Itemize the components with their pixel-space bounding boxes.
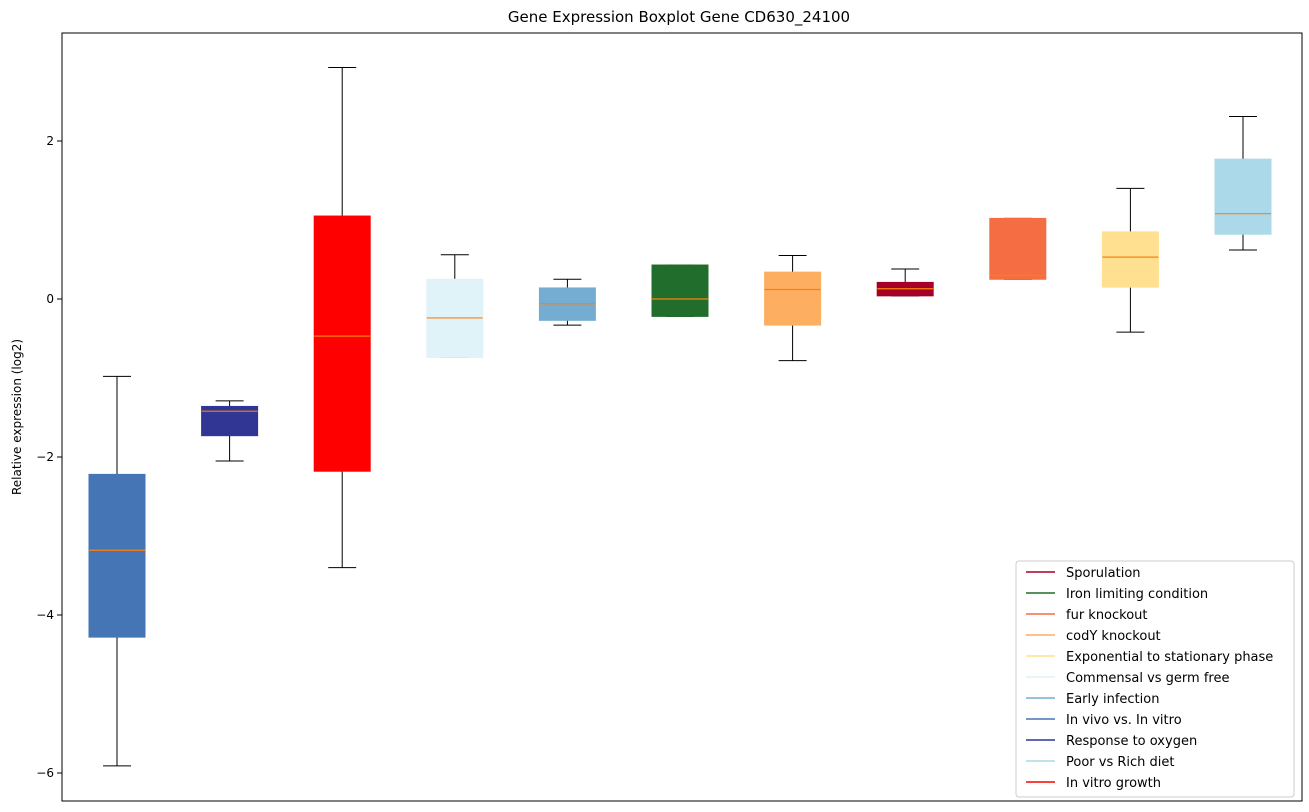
legend-item: codY knockout [1026, 629, 1161, 644]
box-4 [426, 254, 484, 358]
plot-frame [61, 32, 1303, 802]
legend-item: Exponential to stationary phase [1026, 650, 1273, 665]
y-tick-label: −4 [36, 608, 54, 622]
legend-label: Iron limiting condition [1066, 587, 1208, 602]
box-body [88, 473, 146, 638]
box-body [313, 215, 371, 472]
box-9 [989, 217, 1047, 280]
legend-label: In vivo vs. In vitro [1066, 713, 1182, 728]
legend-item: In vivo vs. In vitro [1026, 713, 1182, 728]
legend-item: In vitro growth [1026, 776, 1161, 791]
legend-item: Commensal vs germ free [1026, 671, 1229, 686]
legend-item: fur knockout [1026, 608, 1148, 623]
chart-title: Gene Expression Boxplot Gene CD630_24100 [508, 8, 850, 27]
box-2 [201, 400, 259, 462]
legend-item: Poor vs Rich diet [1026, 755, 1174, 770]
legend-label: Response to oxygen [1066, 734, 1197, 749]
legend: Sporulation Iron limiting condition fur kn… [1015, 560, 1295, 798]
y-axis-ticks: 2 0 −2 −4 −6 [36, 134, 62, 780]
box-5 [538, 278, 596, 326]
legend-items: Sporulation Iron limiting condition fur kn… [1026, 566, 1273, 791]
y-tick-label: −2 [36, 450, 54, 464]
legend-item: Early infection [1026, 692, 1159, 707]
legend-frame [1015, 560, 1295, 798]
legend-label: In vitro growth [1066, 776, 1161, 791]
box-body [651, 264, 709, 317]
legend-label: Early infection [1066, 692, 1159, 707]
legend-label: codY knockout [1066, 629, 1161, 644]
y-tick-label: 0 [46, 292, 54, 306]
legend-item: Response to oxygen [1026, 734, 1197, 749]
y-tick-label: −6 [36, 766, 54, 780]
box-1 [88, 375, 146, 767]
box-body [764, 271, 822, 326]
legend-label: Poor vs Rich diet [1066, 755, 1174, 770]
legend-label: Sporulation [1066, 566, 1141, 581]
y-axis-label: Relative expression (log2) [10, 339, 24, 495]
legend-item: Iron limiting condition [1026, 587, 1208, 602]
box-8 [876, 268, 934, 297]
box-body [1214, 158, 1272, 235]
y-tick-label: 2 [46, 134, 54, 148]
box-7 [764, 255, 822, 362]
box-10 [1101, 187, 1159, 333]
box-body [989, 217, 1047, 280]
legend-label: fur knockout [1066, 608, 1148, 623]
boxes-group [88, 67, 1272, 767]
legend-label: Commensal vs germ free [1066, 671, 1229, 686]
box-6 [651, 264, 709, 317]
legend-label: Exponential to stationary phase [1066, 650, 1273, 665]
box-3 [313, 67, 371, 569]
legend-item: Sporulation [1026, 566, 1141, 581]
box-body [1101, 231, 1159, 288]
box-11 [1214, 116, 1272, 251]
